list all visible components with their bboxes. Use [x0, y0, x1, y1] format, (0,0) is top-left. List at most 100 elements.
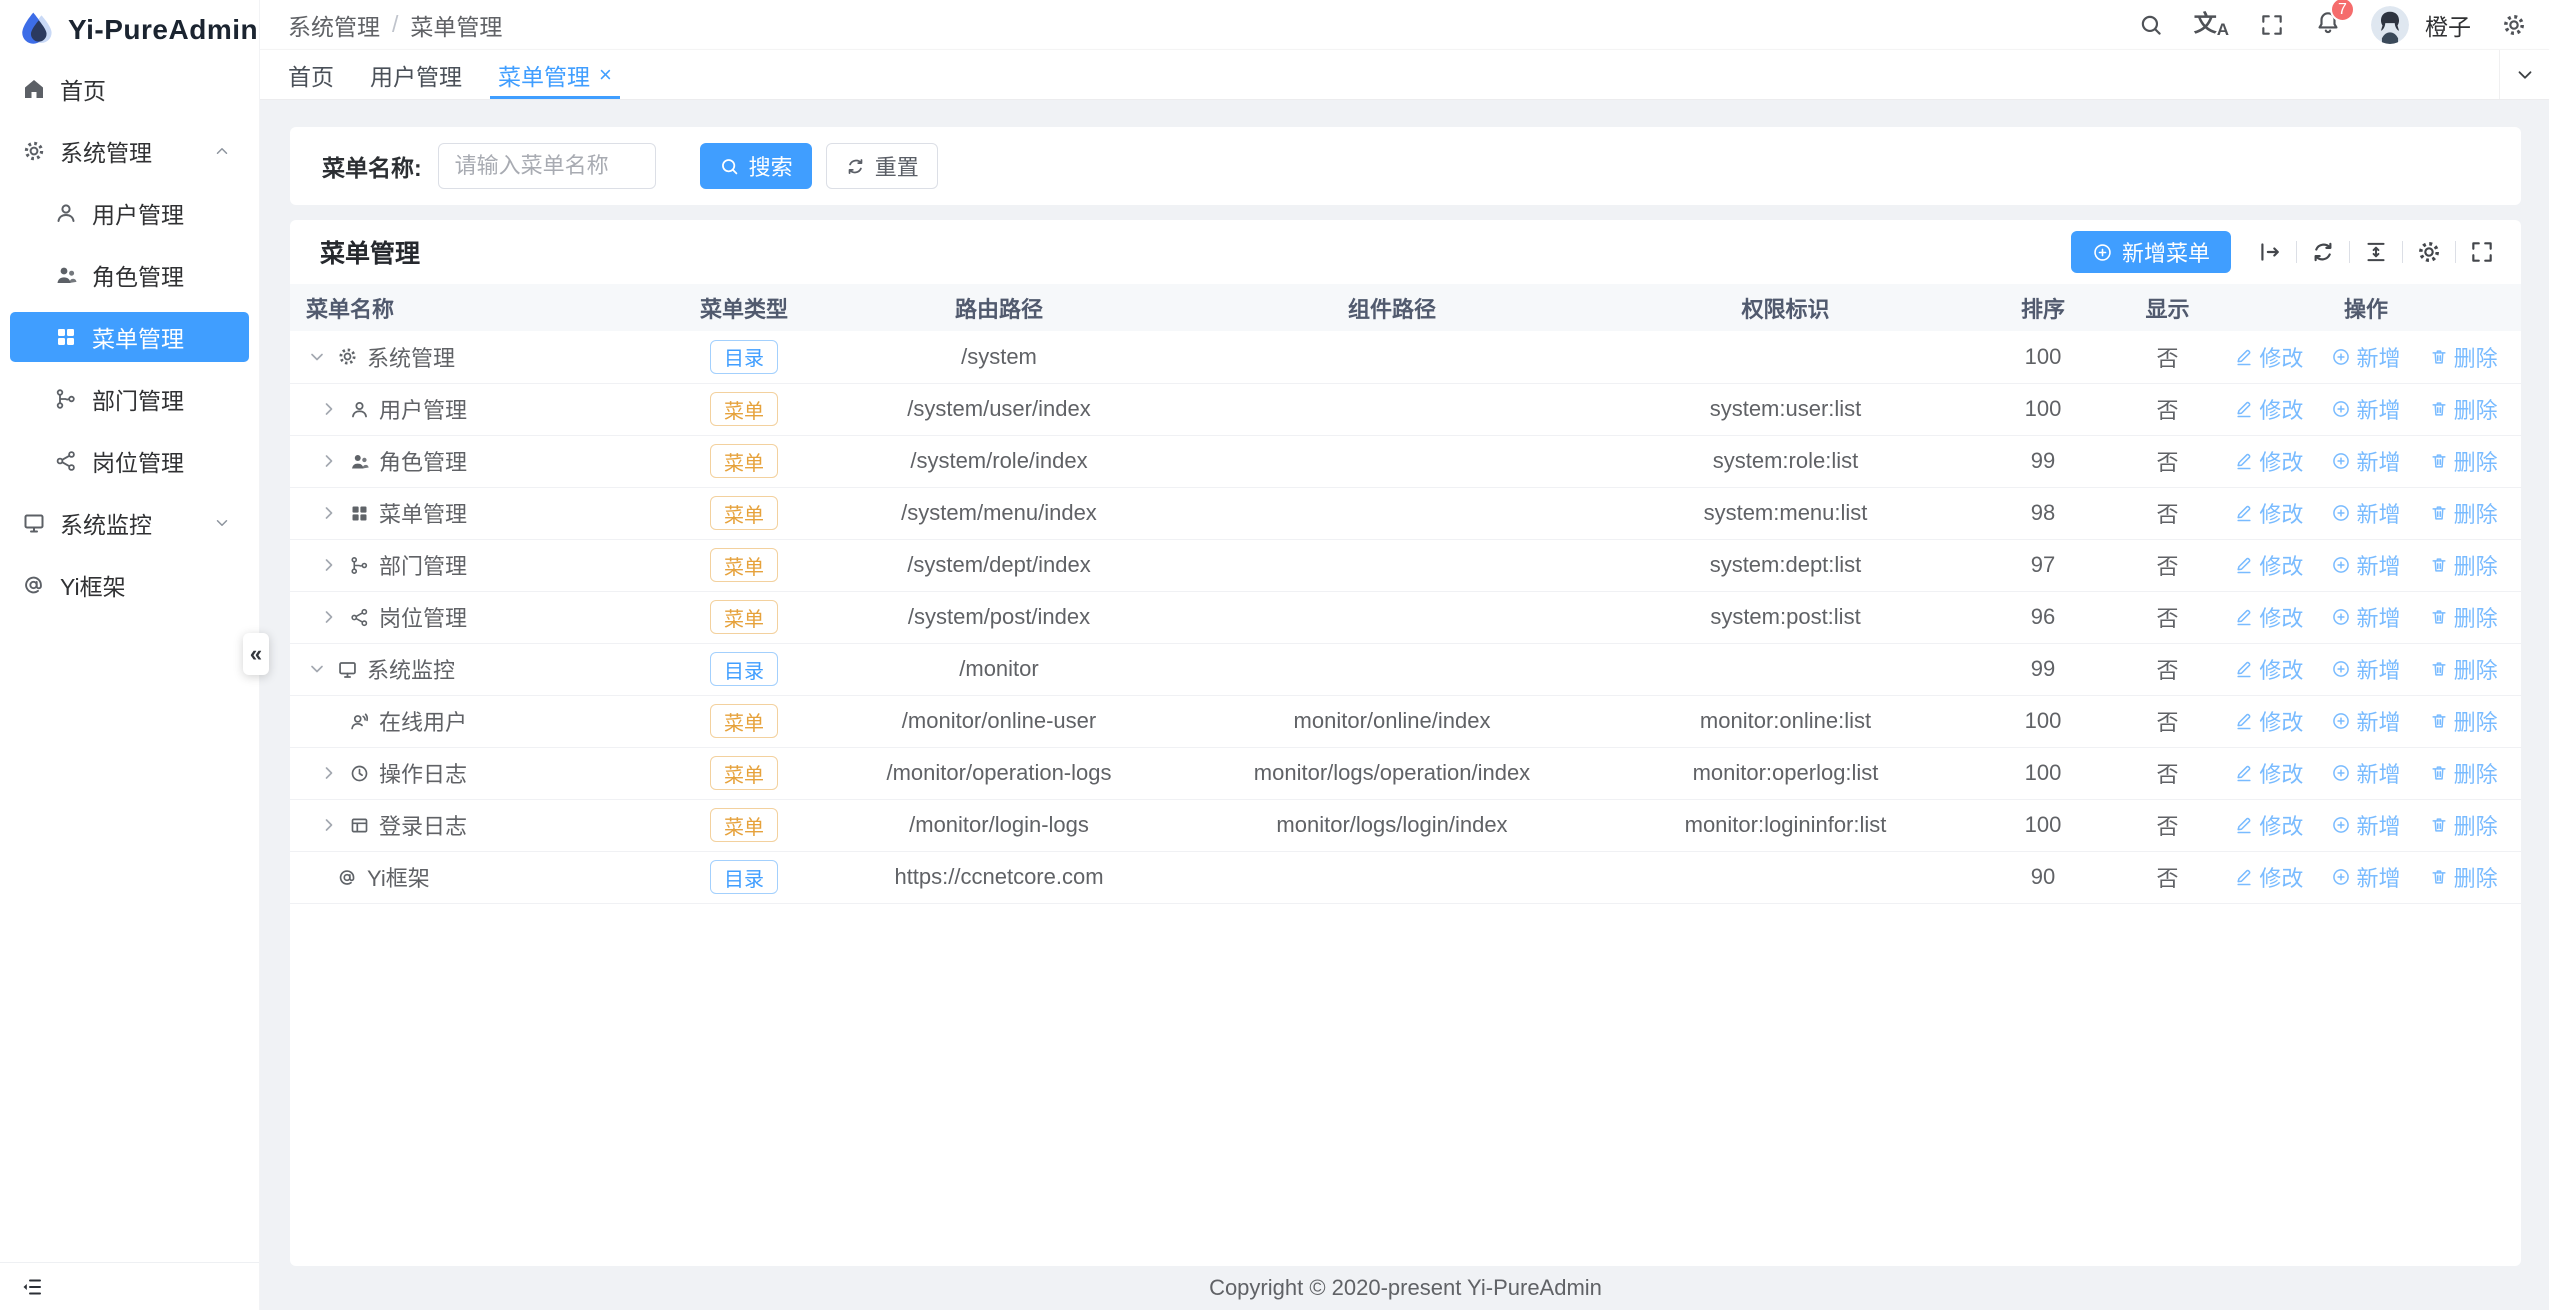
perms-text: [1609, 643, 1962, 696]
edit-link[interactable]: 修改: [2234, 861, 2303, 893]
edit-link[interactable]: 修改: [2234, 341, 2303, 373]
menu-name-text: 登录日志: [379, 814, 468, 839]
trash-icon: [2429, 347, 2449, 367]
fold-menu-icon[interactable]: [20, 1275, 44, 1299]
sidebar-item-post-management[interactable]: 岗位管理: [10, 436, 249, 486]
column-header-name: 菜单名称: [290, 284, 665, 331]
row-expand-caret[interactable]: [306, 866, 328, 888]
plus-circle-icon: [2331, 503, 2351, 523]
translate-icon[interactable]: 文A: [2193, 9, 2229, 39]
delete-link[interactable]: 删除: [2429, 861, 2498, 893]
search-field-label: 菜单名称:: [322, 155, 422, 181]
sidebar-collapse-button[interactable]: «: [243, 633, 269, 675]
delete-link[interactable]: 删除: [2429, 445, 2498, 477]
edit-link[interactable]: 修改: [2234, 653, 2303, 685]
row-expand-caret[interactable]: [306, 658, 328, 680]
sidebar-item-menu-management[interactable]: 菜单管理: [10, 312, 249, 362]
sidebar-item-system-management[interactable]: 系统管理: [10, 126, 249, 176]
menu-name-text: 系统监控: [367, 658, 456, 683]
add-link[interactable]: 新增: [2331, 393, 2401, 425]
edit-pencil-icon: [2234, 555, 2254, 575]
add-link[interactable]: 新增: [2331, 653, 2401, 685]
edit-link[interactable]: 修改: [2234, 757, 2303, 789]
user-name[interactable]: 橙子: [2425, 13, 2471, 40]
delete-link[interactable]: 删除: [2429, 601, 2498, 633]
reset-button[interactable]: 重置: [825, 143, 938, 189]
sidebar-item-home[interactable]: 首页: [10, 64, 249, 114]
row-expand-caret[interactable]: [318, 398, 340, 420]
row-expand-caret[interactable]: [318, 502, 340, 524]
delete-link[interactable]: 删除: [2429, 757, 2498, 789]
edit-link[interactable]: 修改: [2234, 497, 2303, 529]
sidebar-item-role-management[interactable]: 角色管理: [10, 250, 249, 300]
edit-link[interactable]: 修改: [2234, 445, 2303, 477]
perms-text: monitor:logininfor:list: [1609, 799, 1962, 852]
add-link[interactable]: 新增: [2331, 705, 2401, 737]
edit-link[interactable]: 修改: [2234, 393, 2303, 425]
row-expand-caret[interactable]: [318, 762, 340, 784]
add-link[interactable]: 新增: [2331, 445, 2401, 477]
sidebar-nav: 首页 系统管理 用户管理 角色管理 菜单管理 部门管理: [0, 60, 259, 610]
plus-circle-icon: [2331, 347, 2351, 367]
tab-user-management[interactable]: 用户管理: [370, 50, 462, 99]
toolbar-divider: [2402, 241, 2403, 263]
breadcrumb-item-system[interactable]: 系统管理: [288, 13, 380, 40]
add-link[interactable]: 新增: [2331, 601, 2401, 633]
edit-pencil-icon: [2234, 815, 2254, 835]
row-menu-icon: [349, 555, 370, 576]
edit-link[interactable]: 修改: [2234, 601, 2303, 633]
density-icon[interactable]: [2363, 239, 2389, 265]
table-row: 在线用户 菜单 /monitor/online-user monitor/onl…: [290, 695, 2521, 748]
delete-link[interactable]: 删除: [2429, 393, 2498, 425]
column-settings-icon[interactable]: [2416, 239, 2442, 265]
notifications-button[interactable]: 7: [2315, 0, 2355, 40]
delete-link[interactable]: 删除: [2429, 341, 2498, 373]
delete-link[interactable]: 删除: [2429, 809, 2498, 841]
settings-gear-icon[interactable]: [2501, 12, 2527, 38]
add-link[interactable]: 新增: [2331, 549, 2401, 581]
delete-link[interactable]: 删除: [2429, 549, 2498, 581]
card-toolbar: 新增菜单: [2070, 231, 2495, 273]
fullscreen-icon[interactable]: [2259, 12, 2285, 38]
add-menu-button[interactable]: 新增菜单: [2070, 231, 2231, 273]
sidebar-item-yi-framework[interactable]: Yi框架: [10, 560, 249, 610]
add-link[interactable]: 新增: [2331, 809, 2401, 841]
delete-link[interactable]: 删除: [2429, 497, 2498, 529]
add-link[interactable]: 新增: [2331, 341, 2401, 373]
row-expand-caret[interactable]: [318, 554, 340, 576]
sort-value: 100: [1962, 331, 2124, 384]
add-link[interactable]: 新增: [2331, 861, 2401, 893]
tab-more-button[interactable]: [2499, 50, 2549, 99]
row-expand-caret[interactable]: [318, 814, 340, 836]
add-link[interactable]: 新增: [2331, 497, 2401, 529]
avatar[interactable]: [2371, 6, 2409, 44]
top-header: 系统管理 / 菜单管理 文A 7 橙子: [260, 0, 2549, 50]
row-expand-caret[interactable]: [318, 710, 340, 732]
visible-value: 否: [2124, 695, 2211, 748]
delete-link[interactable]: 删除: [2429, 653, 2498, 685]
edit-link[interactable]: 修改: [2234, 549, 2303, 581]
component-path-text: [1175, 331, 1609, 384]
menu-name-input[interactable]: [437, 143, 656, 189]
sidebar-item-dept-management[interactable]: 部门管理: [10, 374, 249, 424]
sidebar-item-system-monitor[interactable]: 系统监控: [10, 498, 249, 548]
edit-link[interactable]: 修改: [2234, 809, 2303, 841]
add-link[interactable]: 新增: [2331, 757, 2401, 789]
row-expand-caret[interactable]: [318, 450, 340, 472]
edit-link[interactable]: 修改: [2234, 705, 2303, 737]
expand-row-icon[interactable]: [2257, 239, 2283, 265]
delete-link[interactable]: 删除: [2429, 705, 2498, 737]
tab-home[interactable]: 首页: [288, 50, 334, 99]
tab-close-icon[interactable]: ×: [599, 61, 612, 87]
tab-menu-management[interactable]: 菜单管理 ×: [490, 50, 620, 99]
sidebar-item-user-management[interactable]: 用户管理: [10, 188, 249, 238]
row-expand-caret[interactable]: [318, 606, 340, 628]
row-expand-caret[interactable]: [306, 346, 328, 368]
sort-value: 96: [1962, 591, 2124, 644]
component-path-text: monitor/logs/login/index: [1175, 799, 1609, 852]
card-title: 菜单管理: [320, 240, 421, 268]
refresh-icon[interactable]: [2310, 239, 2336, 265]
fullscreen-icon[interactable]: [2469, 239, 2495, 265]
search-button[interactable]: 搜索: [699, 143, 812, 189]
search-icon[interactable]: [2138, 12, 2164, 38]
